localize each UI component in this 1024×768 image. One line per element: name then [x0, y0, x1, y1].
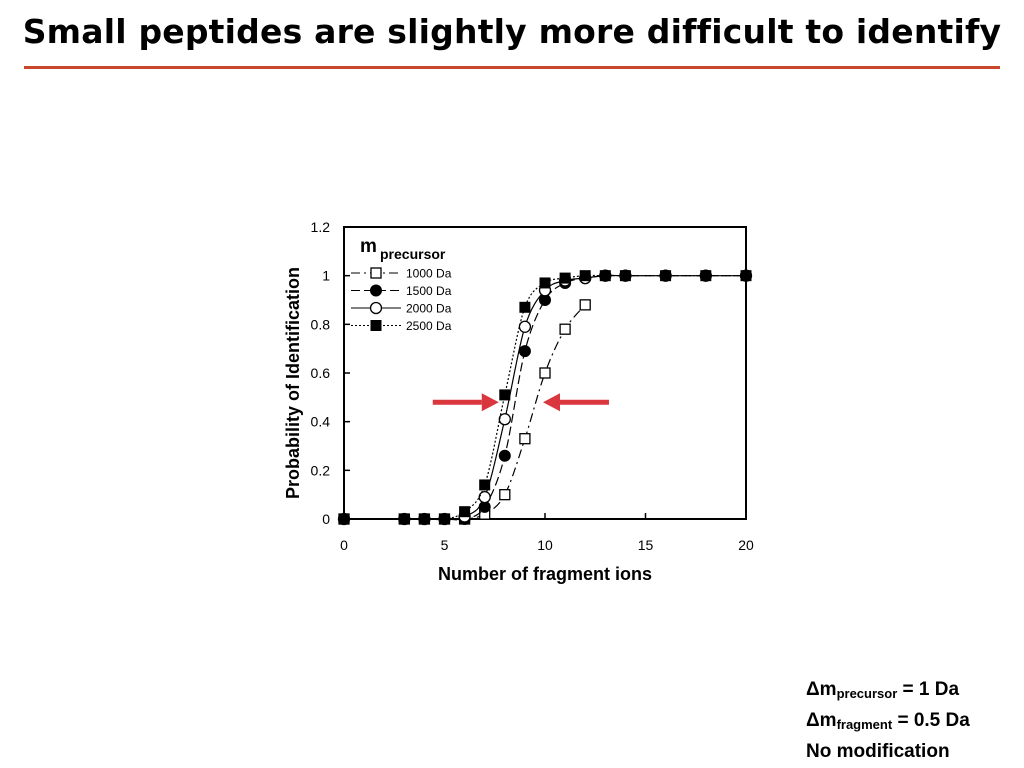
title-underline: [24, 66, 1000, 69]
data-point-2500-da: [539, 277, 551, 289]
data-point-1000-da: [539, 367, 551, 379]
data-point-2500-da: [338, 513, 350, 525]
data-point-1500-da: [498, 449, 511, 462]
data-point-1000-da: [559, 323, 571, 335]
data-point-1000-da: [499, 489, 511, 501]
parameters-note: Δmprecursor = 1 Da Δmfragment = 0.5 Da N…: [806, 676, 970, 765]
x-tick-label: 0: [340, 537, 348, 553]
x-axis-label: Number of fragment ions: [438, 564, 652, 584]
arrow-head-left: [542, 393, 560, 412]
y-tick-label: 0: [322, 511, 330, 527]
precursor-tolerance-line: Δmprecursor = 1 Da: [806, 679, 960, 701]
x-tick-label: 20: [738, 537, 754, 553]
series-1000-da: [338, 299, 591, 525]
legend-marker: [370, 320, 382, 331]
slide-title: Small peptides are slightly more difficu…: [22, 12, 1002, 51]
data-point-1500-da: [518, 345, 531, 358]
data-point-2500-da: [479, 479, 491, 491]
arrow-head-right: [481, 393, 499, 412]
data-point-2500-da: [619, 270, 631, 282]
data-point-2500-da: [559, 272, 571, 284]
legend-label: 2000 Da: [406, 302, 452, 316]
data-point-2000-da: [518, 320, 532, 333]
y-tick-label: 1.2: [311, 219, 331, 235]
y-tick-label: 1: [322, 268, 330, 284]
y-tick-label: 0.2: [311, 462, 331, 478]
series-2500-da: [338, 270, 752, 525]
legend-label: 2500 Da: [406, 319, 452, 333]
data-point-2500-da: [499, 389, 511, 401]
data-point-2000-da: [498, 413, 511, 426]
data-point-2500-da: [439, 513, 450, 525]
data-point-2500-da: [599, 270, 611, 282]
legend: m precursor 1000 Da 1500 Da 2000 Da 2500 Da: [351, 236, 452, 333]
data-point-1000-da: [579, 299, 591, 311]
y-tick-label: 0.6: [311, 365, 331, 381]
series-line-1000-da: [344, 304, 586, 520]
y-tick-label: 0.8: [311, 316, 331, 332]
legend-marker: [370, 267, 382, 279]
legend-label: 1000 Da: [406, 267, 452, 281]
y-axis-label: Probability of Identification: [283, 267, 303, 499]
data-point-2500-da: [519, 301, 531, 313]
legend-title: m: [360, 236, 377, 257]
data-point-2500-da: [740, 270, 752, 282]
series-line-1500-da: [344, 274, 746, 521]
data-point-1000-da: [519, 433, 531, 445]
data-point-2500-da: [398, 513, 410, 525]
legend-label: 1500 Da: [406, 284, 452, 298]
legend-marker: [370, 284, 382, 297]
x-tick-label: 5: [441, 537, 449, 553]
data-point-2500-da: [700, 270, 712, 282]
fragment-tolerance-line: Δmfragment = 0.5 Da: [806, 710, 970, 732]
x-tick-label: 10: [537, 537, 553, 553]
y-tick-label: 0.4: [311, 414, 331, 430]
series-line-2000-da: [344, 274, 746, 520]
data-point-2500-da: [418, 513, 430, 525]
data-point-2500-da: [459, 506, 471, 518]
legend-marker: [369, 301, 383, 315]
series-line-2500-da: [344, 274, 746, 521]
modification-line: No modification: [806, 741, 950, 762]
data-point-2500-da: [579, 270, 591, 282]
legend-title-sub: precursor: [380, 246, 446, 262]
data-point-2500-da: [660, 270, 672, 282]
data-point-2000-da: [478, 490, 491, 504]
x-tick-label: 15: [638, 537, 654, 553]
